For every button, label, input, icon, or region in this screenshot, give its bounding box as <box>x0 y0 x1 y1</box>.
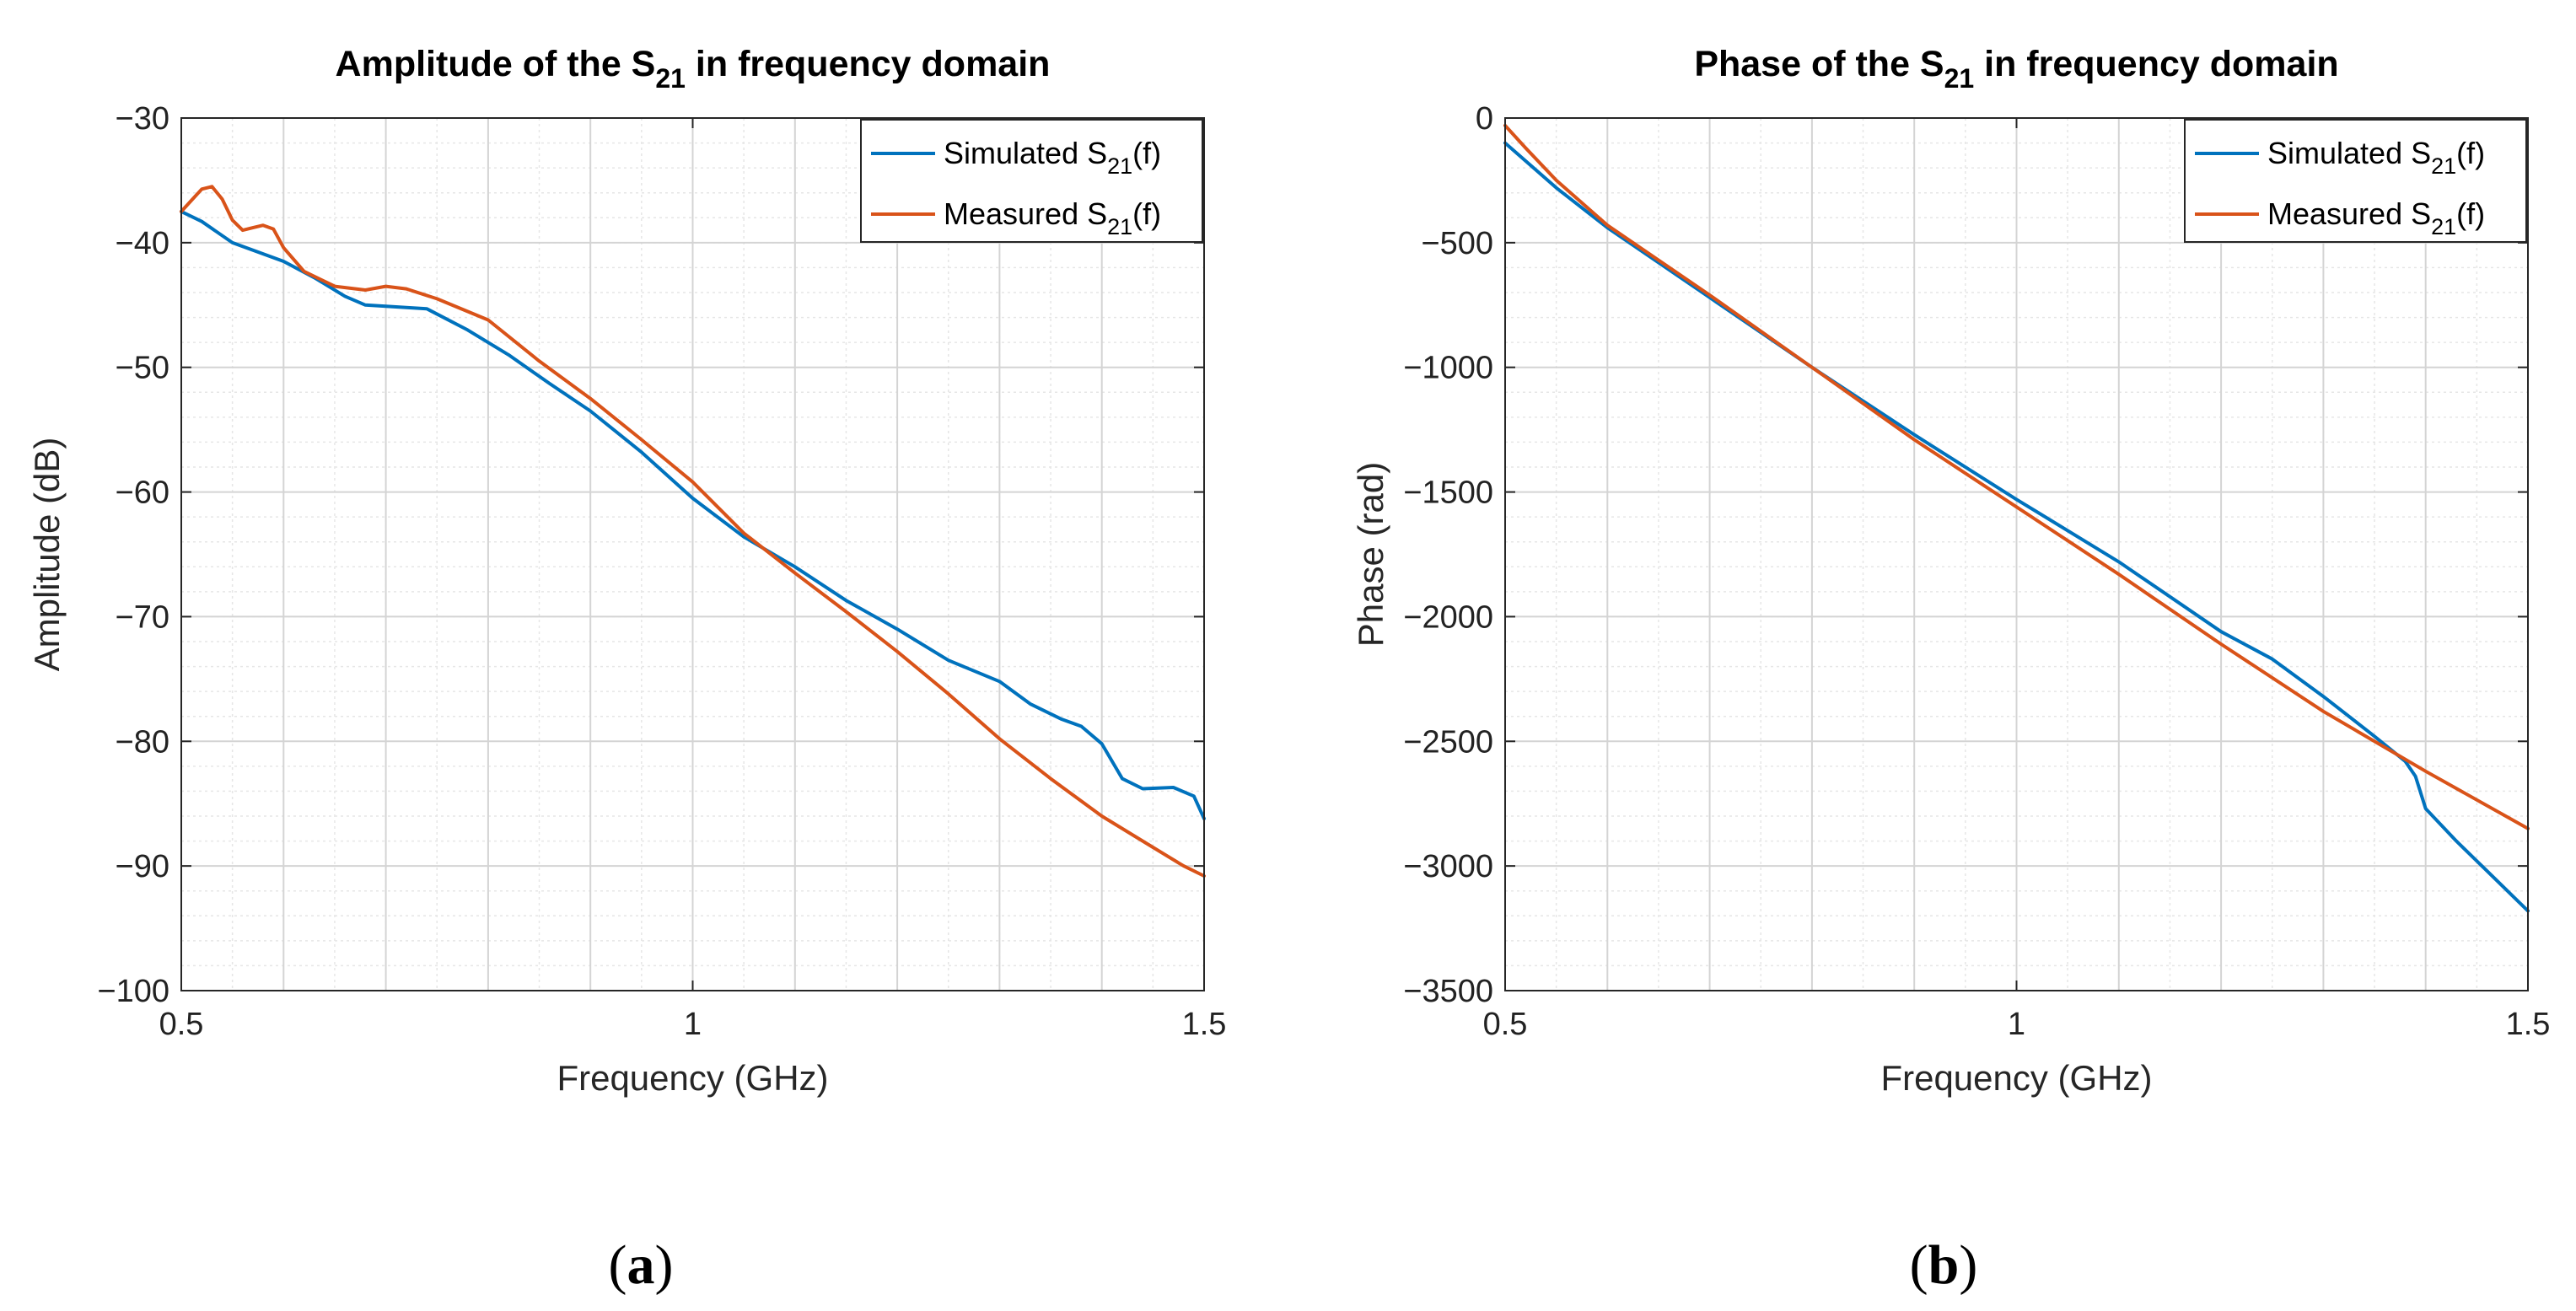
y-tick-label: −50 <box>116 351 169 386</box>
y-axis-label: Phase (rad) <box>1351 462 1390 647</box>
legend: Simulated S21(f) Measured S21(f) <box>860 119 1203 243</box>
panel-caption: (a) <box>609 1234 674 1296</box>
chart-title: Phase of the S21 in frequency domain <box>1694 44 2338 94</box>
legend-label-simulated: Simulated S21(f) <box>2267 136 2485 179</box>
y-tick-label: −2500 <box>1403 724 1493 760</box>
series-line-simulated <box>180 209 1206 820</box>
legend-label-measured: Measured S21(f) <box>944 196 1161 239</box>
x-axis-label: Frequency (GHz) <box>557 1058 828 1098</box>
y-tick-label: −3000 <box>1403 849 1493 884</box>
x-tick-label: 0.5 <box>159 1007 204 1042</box>
x-tick-label: 1 <box>684 1007 702 1042</box>
y-tick-label: −2000 <box>1403 599 1493 635</box>
chart-title: Amplitude of the S21 in frequency domain <box>336 44 1051 94</box>
chart-panel-2: 0.5 1 1.5 −3500 −3000 −2500 −2000 −1500 −1000 −50… <box>1351 44 2550 1296</box>
x-tick-label: 0.5 <box>1483 1007 1528 1042</box>
series-line-measured <box>1503 123 2530 830</box>
y-tick-label: −500 <box>1421 226 1493 261</box>
y-tick-label: −80 <box>116 724 169 760</box>
series-line-simulated <box>1503 141 2530 913</box>
y-tick-label: 0 <box>1476 101 1493 137</box>
legend-box <box>860 119 1203 243</box>
y-tick-label: −60 <box>116 476 169 511</box>
legend-box <box>2184 119 2527 243</box>
y-tick-label: −1000 <box>1403 351 1493 386</box>
x-tick-label: 1 <box>2008 1007 2025 1042</box>
y-tick-label: −40 <box>116 226 169 261</box>
x-tick-label: 1.5 <box>1182 1007 1227 1042</box>
y-tick-label: −3500 <box>1403 974 1493 1009</box>
y-axis-label: Amplitude (dB) <box>27 438 67 672</box>
series-line-measured <box>180 185 1206 878</box>
legend-label-simulated: Simulated S21(f) <box>944 136 1161 179</box>
y-tick-label: −90 <box>116 849 169 884</box>
y-tick-label: −100 <box>97 974 169 1009</box>
panel-caption: (b) <box>1910 1234 1978 1296</box>
x-tick-label: 1.5 <box>2506 1007 2551 1042</box>
chart-panel-1: 0.5 1 1.5 −100 −90 −80 −70 −60 −50 −40 −30 Amplitud… <box>27 44 1226 1296</box>
y-tick-label: −70 <box>116 599 169 635</box>
legend-label-measured: Measured S21(f) <box>2267 196 2485 239</box>
y-tick-label: −1500 <box>1403 476 1493 511</box>
legend: Simulated S21(f) Measured S21(f) <box>2184 119 2527 243</box>
y-tick-label: −30 <box>116 101 169 137</box>
x-axis-label: Frequency (GHz) <box>1880 1058 2152 1098</box>
